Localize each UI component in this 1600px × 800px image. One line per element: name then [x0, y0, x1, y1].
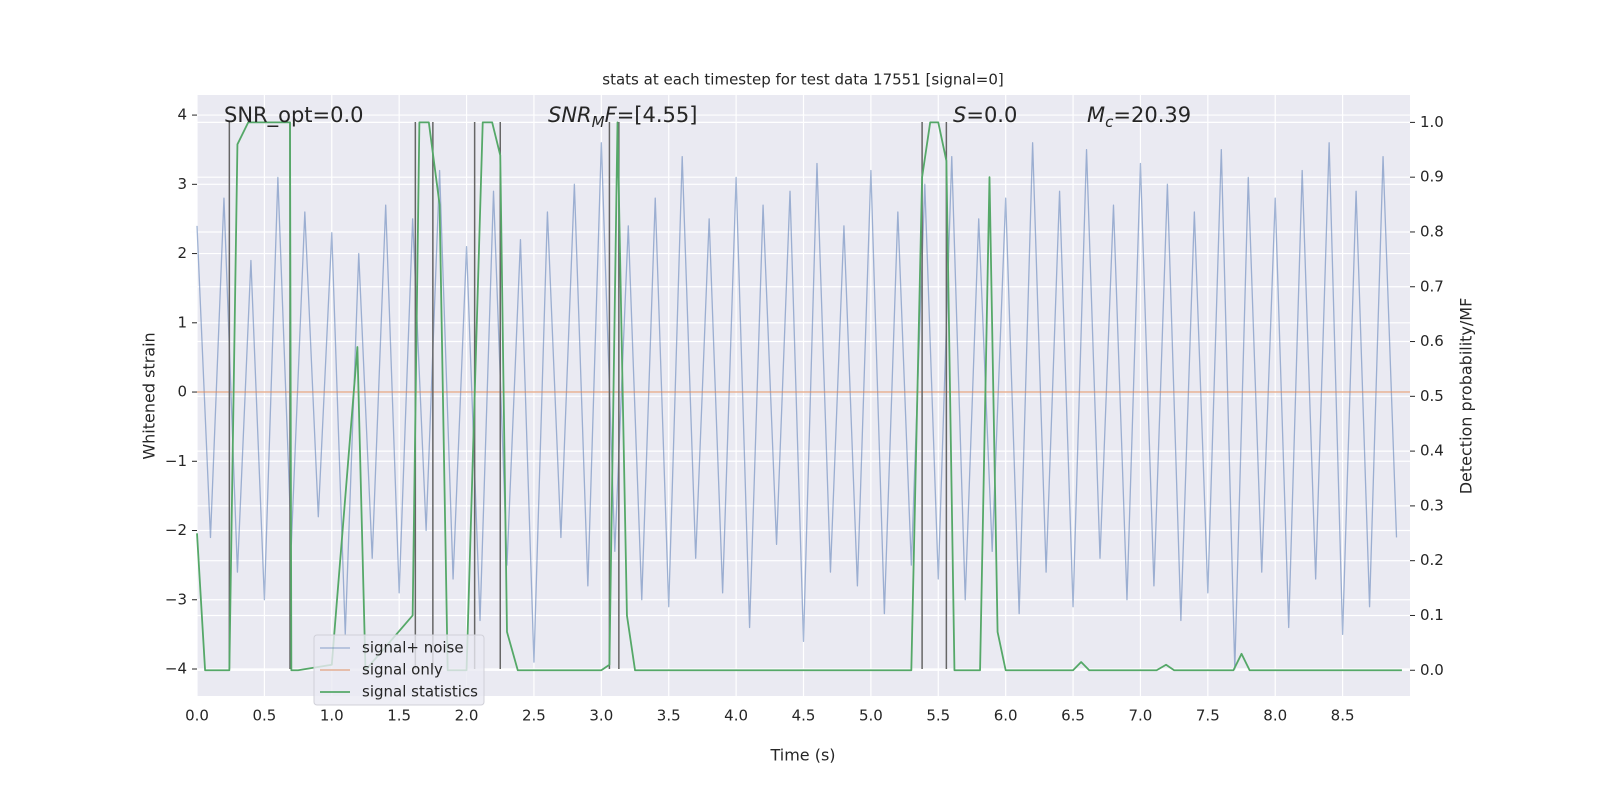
legend-label: signal statistics — [362, 683, 478, 701]
annotation-base: M — [1087, 103, 1105, 127]
x-axis-label: Time (s) — [769, 746, 835, 765]
y-tick-label: −1 — [165, 452, 187, 470]
annotation-rest: =20.39 — [1113, 103, 1191, 127]
x-tick-label: 4.5 — [792, 707, 816, 725]
x-tick-label: 8.0 — [1263, 707, 1287, 725]
y2-tick-label: 0.1 — [1420, 606, 1444, 624]
chart-title: stats at each timestep for test data 175… — [602, 71, 1003, 89]
y2-tick-label: 0.7 — [1420, 277, 1444, 295]
y2-tick-label: 1.0 — [1420, 113, 1444, 131]
y-tick-label: −3 — [165, 590, 187, 608]
x-tick-label: 2.5 — [522, 707, 546, 725]
annotation-rest: =0.0 — [966, 103, 1017, 127]
y-axis-label: Whitened strain — [140, 332, 159, 459]
y2-tick-label: 0.9 — [1420, 168, 1444, 186]
x-tick-label: 3.5 — [657, 707, 681, 725]
series-line — [196, 142, 1398, 670]
y2-tick-label: 0.8 — [1420, 222, 1444, 240]
x-tick-label: 1.5 — [387, 707, 411, 725]
y-tick-label: −4 — [165, 659, 187, 677]
annotation-base: SNR — [548, 103, 592, 127]
y2-tick-label: 0.2 — [1420, 551, 1444, 569]
x-tick-label: 5.5 — [926, 707, 950, 725]
x-tick-label: 5.0 — [859, 707, 883, 725]
y2-tick-label: 0.4 — [1420, 442, 1444, 460]
y-tick-label: −2 — [165, 521, 187, 539]
x-tick-label: 7.0 — [1129, 707, 1153, 725]
annotation-base: SNR_opt=0.0 — [224, 103, 364, 128]
y-tick-label: 0 — [177, 383, 187, 401]
legend-label: signal+ noise — [362, 639, 464, 657]
x-tick-label: 0.0 — [185, 707, 209, 725]
y-tick-label: 3 — [177, 175, 187, 193]
annotation-sub: c — [1105, 113, 1114, 131]
x-tick-label: 8.5 — [1331, 707, 1355, 725]
y-tick-label: 1 — [177, 313, 187, 331]
y-tick-label: 2 — [177, 244, 187, 262]
x-tick-label: 1.0 — [320, 707, 344, 725]
x-tick-label: 0.5 — [252, 707, 276, 725]
annotation-sub: M — [592, 113, 605, 131]
x-tick-label: 2.0 — [455, 707, 479, 725]
y2-tick-label: 0.3 — [1420, 496, 1444, 514]
x-tick-label: 4.0 — [724, 707, 748, 725]
x-tick-label: 7.5 — [1196, 707, 1220, 725]
y2-tick-label: 0.0 — [1420, 661, 1444, 679]
annotation: SNR_opt=0.0 — [224, 103, 364, 128]
x-tick-label: 6.0 — [994, 707, 1018, 725]
y2-axis-label: Detection probability/MF — [1457, 298, 1476, 495]
legend-box — [313, 634, 485, 706]
annotation: S=0.0 — [953, 103, 1017, 127]
annotation-base: S — [953, 103, 966, 127]
annotation: SNRMF=[4.55] — [548, 103, 697, 131]
x-tick-label: 3.0 — [589, 707, 613, 725]
y2-tick-label: 0.5 — [1420, 387, 1444, 405]
x-tick-label: 6.5 — [1061, 707, 1085, 725]
annotation: Mc=20.39 — [1087, 103, 1191, 131]
annotation-rest: F=[4.55] — [605, 103, 698, 127]
y2-tick-label: 0.6 — [1420, 332, 1444, 350]
legend-label: signal only — [362, 661, 443, 679]
y-tick-label: 4 — [177, 106, 187, 124]
legend: signal+ noise signal only signal statistic… — [313, 634, 485, 706]
